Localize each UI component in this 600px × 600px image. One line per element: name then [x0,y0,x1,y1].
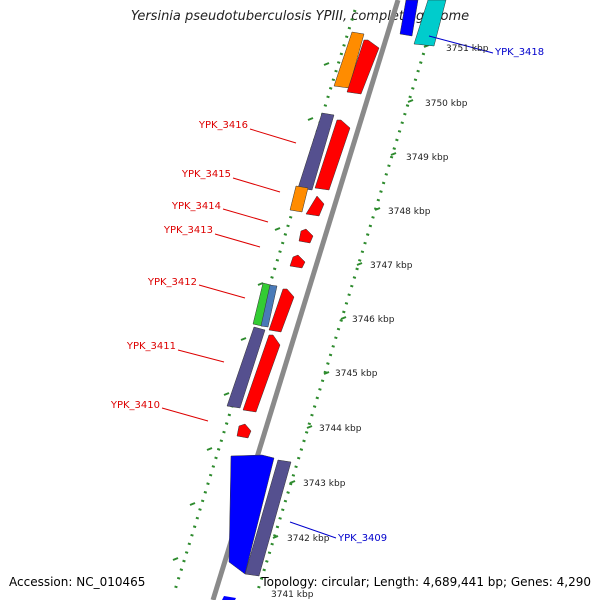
scale-ticks [272,44,430,539]
left-label-connectors [161,128,297,422]
other-feature-top[interactable] [413,0,447,47]
genome-summary-text: Topology: circular; Length: 4,689,441 bp… [261,575,591,589]
scale-label: 3748 kbp [388,207,431,217]
gene-labels-right: YPK_3418 YPK_3409 [337,47,544,544]
cds-forward-1[interactable] [346,39,380,95]
cds-forward-7[interactable] [242,334,281,413]
gene-label-ypk-3416[interactable]: YPK_3416 [198,120,248,131]
gene-labels-left: YPK_3416 YPK_3415 YPK_3414 YPK_3413 YPK_… [110,120,248,411]
scale-label: 3741 kbp [271,590,314,600]
scale-label: 3745 kbp [335,369,378,379]
genome-title: Yersinia pseudotuberculosis YPIII, compl… [130,9,470,24]
gene-label-ypk-3414[interactable]: YPK_3414 [171,201,221,212]
cds-forward-5[interactable] [289,254,306,269]
cds-reverse-top[interactable] [399,0,419,37]
cds-reverse-1[interactable] [228,454,275,575]
accession-text: Accession: NC_010465 [9,575,146,589]
scale-labels: 3751 kbp 3750 kbp 3749 kbp 3748 kbp 3747… [271,44,489,600]
cds-reverse-2[interactable] [222,596,236,600]
cds-forward-6[interactable] [268,288,295,333]
misc-feature-2[interactable] [260,284,278,328]
gene-feature-1[interactable] [297,112,335,191]
gene-label-ypk-3415[interactable]: YPK_3415 [181,169,231,180]
cds-forward-3[interactable] [305,195,325,217]
gene-label-ypk-3412[interactable]: YPK_3412 [147,277,197,288]
scale-label: 3746 kbp [352,315,395,325]
gene-feature-3[interactable] [244,459,292,577]
gene-feature-2[interactable] [226,326,266,409]
scale-label: 3747 kbp [370,261,413,271]
scale-label: 3744 kbp [319,424,362,434]
left-track-ticks [172,62,330,561]
scale-label: 3750 kbp [425,99,468,109]
cds-forward-8[interactable] [236,423,252,439]
gene-label-ypk-3411[interactable]: YPK_3411 [126,341,176,352]
gene-label-ypk-3410[interactable]: YPK_3410 [110,400,160,411]
gene-label-ypk-3409[interactable]: YPK_3409 [337,533,387,544]
scale-label: 3743 kbp [303,479,346,489]
scale-label: 3751 kbp [446,44,489,54]
right-label-connectors [289,35,494,539]
cds-forward-4[interactable] [298,228,314,244]
gene-label-ypk-3413[interactable]: YPK_3413 [163,225,213,236]
scale-label: 3749 kbp [406,153,449,163]
rna-feature-2[interactable] [289,185,309,213]
cds-forward-2[interactable] [314,119,351,191]
scale-label: 3742 kbp [287,534,330,544]
right-tick-track [256,9,439,591]
gene-label-ypk-3418[interactable]: YPK_3418 [494,47,544,58]
